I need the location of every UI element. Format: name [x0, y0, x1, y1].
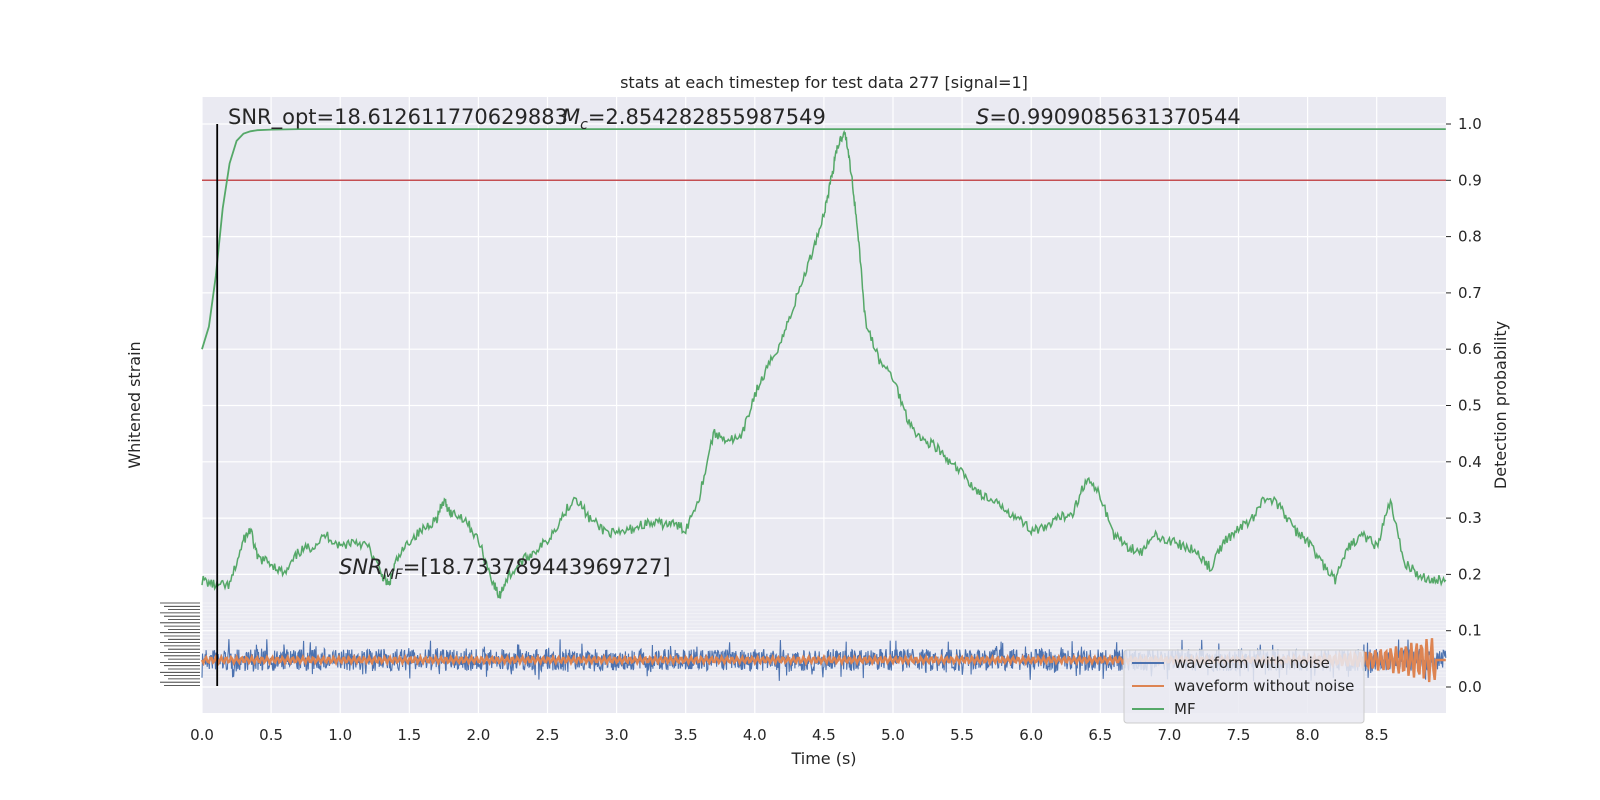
- x-tick-label: 8.0: [1296, 726, 1320, 744]
- legend-label-clean: waveform without noise: [1174, 677, 1354, 695]
- y-tick-label: 0.1: [1458, 622, 1482, 640]
- mc-subscript: c: [580, 117, 588, 133]
- x-tick-label: 2.0: [466, 726, 490, 744]
- chart-title: stats at each timestep for test data 277…: [620, 73, 1028, 92]
- s-value: =0.9909085631370544: [989, 105, 1240, 129]
- y-axis-label-right: Detection probability: [1491, 321, 1510, 489]
- mc-value: =2.854282855987549: [588, 105, 826, 129]
- snr-mf-annotation: SNRMF=[18.733789443969727]: [339, 555, 671, 583]
- x-tick-label: 4.0: [743, 726, 767, 744]
- x-tick-label: 3.5: [674, 726, 698, 744]
- x-tick-label: 0.0: [190, 726, 214, 744]
- x-tick-label: 1.5: [397, 726, 421, 744]
- s-symbol: S: [976, 105, 989, 129]
- grid: [201, 97, 1446, 713]
- x-tick-label: 8.5: [1365, 726, 1389, 744]
- x-tick-label: 6.0: [1019, 726, 1043, 744]
- x-tick-label: 2.5: [536, 726, 560, 744]
- snr-opt-annotation: SNR_opt=18.612611770629883: [228, 105, 568, 130]
- y-tick-label: 0.8: [1458, 228, 1482, 246]
- y-tick-label: 0.4: [1458, 453, 1482, 471]
- mc-symbol: M: [562, 105, 580, 129]
- x-tick-label: 5.5: [950, 726, 974, 744]
- mc-annotation: Mc=2.854282855987549: [562, 105, 826, 133]
- legend-label-noise: waveform with noise: [1174, 654, 1330, 672]
- y-tick-label: 0.3: [1458, 509, 1482, 527]
- y-tick-label: 0.5: [1458, 397, 1482, 415]
- legend-box: [1123, 649, 1365, 724]
- waveform-with-noise-line: [201, 639, 1447, 682]
- x-tick-label: 0.5: [259, 726, 283, 744]
- y-tick-label: 0.2: [1458, 565, 1482, 583]
- legend: waveform with noise waveform without noi…: [1123, 649, 1365, 724]
- x-tick-label: 7.0: [1157, 726, 1181, 744]
- mf-line: [201, 128, 1446, 350]
- x-tick-label: 6.5: [1088, 726, 1112, 744]
- snr-mf-value: =[18.733789443969727]: [403, 555, 671, 579]
- y-tick-label: 0.6: [1458, 340, 1482, 358]
- x-tick-label: 1.0: [328, 726, 352, 744]
- y-tick-label: 1.0: [1458, 115, 1482, 133]
- left-strain-tick-marks: [160, 602, 200, 686]
- x-tick-labels: 0.0 0.5 1.0 1.5 2.0 2.5 3.0 3.5 4.0 4.5 5.0 5.5 6.0 6…: [190, 726, 1389, 744]
- y-tick-label: 0.9: [1458, 171, 1482, 189]
- y-tick-labels-right: 0.0 0.1 0.2 0.3 0.4 0.5 0.6 0.7 0.8 0.9 1.0: [1446, 115, 1482, 696]
- lines-layer: [201, 124, 1447, 686]
- legend-label-mf: MF: [1174, 700, 1196, 718]
- y-tick-label: 0.0: [1458, 678, 1482, 696]
- y-tick-label: 0.7: [1458, 284, 1482, 302]
- x-tick-label: 7.5: [1227, 726, 1251, 744]
- snr-mf-subscript: MF: [383, 567, 404, 583]
- y-axis-label-left: Whitened strain: [125, 341, 144, 468]
- s-annotation: S=0.9909085631370544: [976, 105, 1241, 129]
- detection-probability-line: [201, 129, 1447, 599]
- x-tick-label: 5.0: [881, 726, 905, 744]
- x-axis-label: Time (s): [790, 749, 856, 768]
- x-tick-label: 4.5: [812, 726, 836, 744]
- snr-mf-symbol: SNR: [339, 555, 383, 579]
- x-tick-label: 3.0: [605, 726, 629, 744]
